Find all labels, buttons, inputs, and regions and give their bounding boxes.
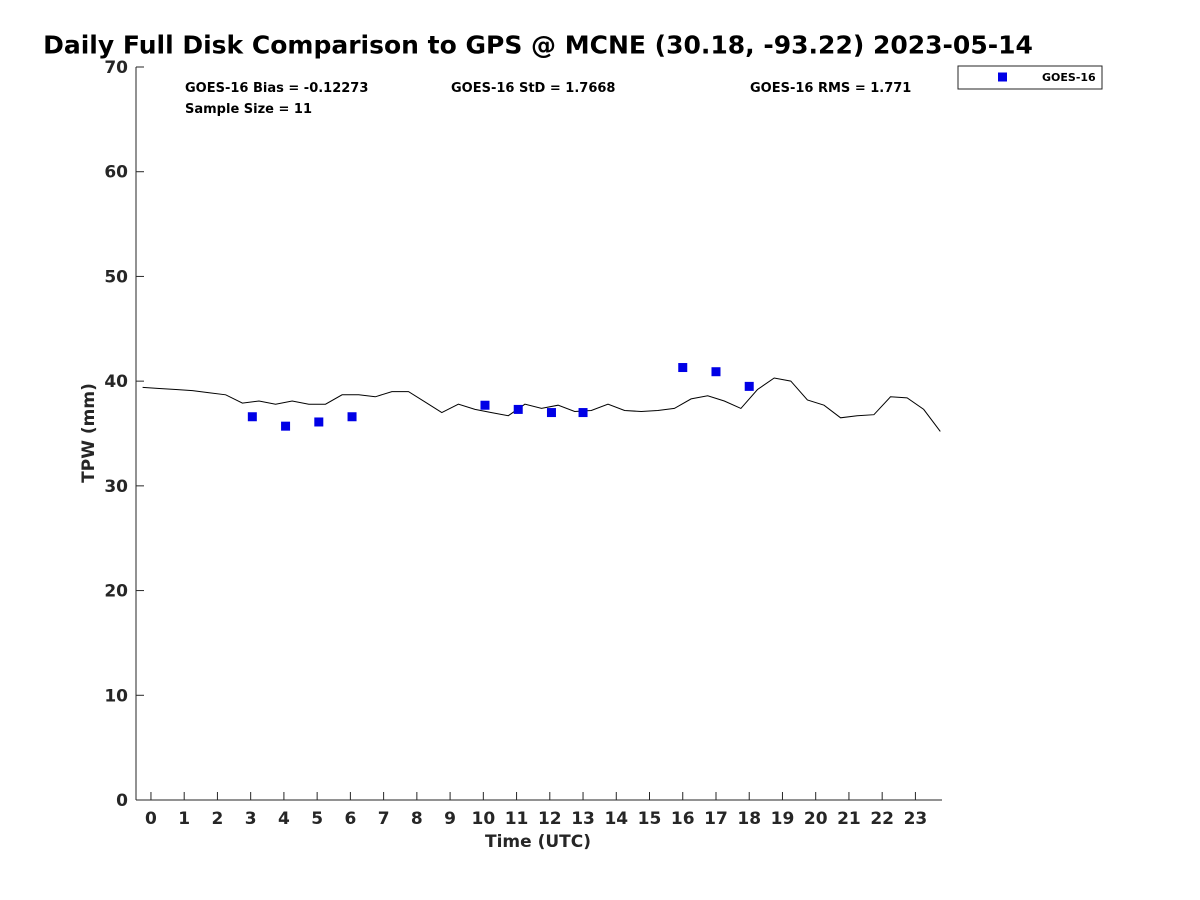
x-tick-label: 13 xyxy=(571,809,595,829)
legend-label-goes16: GOES-16 xyxy=(1042,71,1096,84)
x-tick-label: 7 xyxy=(378,809,390,829)
y-tick-label: 40 xyxy=(104,372,128,392)
x-tick-label: 15 xyxy=(638,809,662,829)
x-tick-label: 22 xyxy=(870,809,894,829)
goes16-point xyxy=(678,363,688,373)
y-axis-label: TPW (mm) xyxy=(79,383,99,483)
y-tick-label: 10 xyxy=(104,686,128,706)
stat-std: GOES-16 StD = 1.7668 xyxy=(451,81,615,96)
goes16-point xyxy=(744,381,754,391)
x-tick-label: 16 xyxy=(671,809,695,829)
x-tick-label: 14 xyxy=(604,809,628,829)
x-tick-label: 20 xyxy=(804,809,828,829)
x-tick-label: 1 xyxy=(178,809,190,829)
x-tick-label: 11 xyxy=(505,809,529,829)
goes16-points xyxy=(247,363,754,431)
x-tick-label: 10 xyxy=(471,809,495,829)
x-tick-label: 9 xyxy=(444,809,456,829)
legend: GOES-16 xyxy=(957,65,1103,90)
x-tick-label: 19 xyxy=(771,809,795,829)
x-axis-label: Time (UTC) xyxy=(485,832,591,852)
x-tick-label: 6 xyxy=(344,809,356,829)
x-tick-label: 0 xyxy=(145,809,157,829)
x-tick-label: 18 xyxy=(737,809,761,829)
goes16-point xyxy=(247,412,257,422)
x-tick-label: 23 xyxy=(904,809,928,829)
goes16-point xyxy=(314,417,324,427)
goes16-point xyxy=(711,367,721,377)
y-ticks: 0 10 20 30 40 50 60 70 xyxy=(104,58,144,811)
y-tick-label: 30 xyxy=(104,477,128,497)
goes16-point xyxy=(347,412,357,422)
y-tick-label: 20 xyxy=(104,582,128,602)
x-tick-label: 17 xyxy=(704,809,728,829)
y-tick-label: 70 xyxy=(104,58,128,78)
stat-bias: GOES-16 Bias = -0.12273 xyxy=(185,81,368,96)
goes16-point xyxy=(480,400,490,410)
x-tick-label: 4 xyxy=(278,809,290,829)
goes16-point xyxy=(281,421,291,431)
stat-sample-size: Sample Size = 11 xyxy=(185,102,312,117)
y-tick-label: 50 xyxy=(104,267,128,287)
legend-box xyxy=(957,65,1103,90)
goes16-point xyxy=(546,408,556,418)
chart-title: Daily Full Disk Comparison to GPS @ MCNE… xyxy=(43,31,1033,60)
x-tick-label: 2 xyxy=(212,809,224,829)
goes16-point xyxy=(513,404,523,414)
legend-marker-goes16 xyxy=(998,72,1007,82)
x-tick-label: 21 xyxy=(837,809,861,829)
x-tick-label: 8 xyxy=(411,809,423,829)
x-tick-label: 12 xyxy=(538,809,562,829)
stat-rms: GOES-16 RMS = 1.771 xyxy=(750,81,911,96)
goes16-point xyxy=(578,408,588,418)
gps-line-series xyxy=(142,377,941,432)
y-tick-label: 60 xyxy=(104,163,128,183)
x-tick-label: 5 xyxy=(311,809,323,829)
y-tick-label: 0 xyxy=(116,791,128,811)
x-ticks: 0 1 2 3 4 5 6 7 8 9 10 11 12 13 14 15 16 17 18 19 20 21 22 23 xyxy=(145,792,927,829)
x-tick-label: 3 xyxy=(245,809,257,829)
gps-line xyxy=(142,377,941,432)
